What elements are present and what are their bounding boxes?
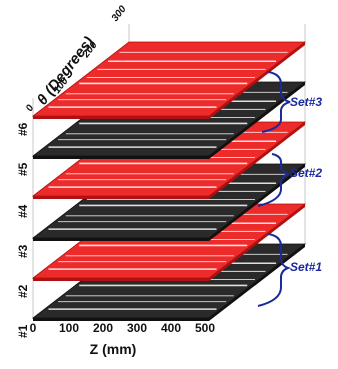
set1-label: Set#1 bbox=[290, 260, 322, 274]
layer-4-side-edge bbox=[209, 122, 305, 199]
z-axis: 0 100 200 300 400 500 Z (mm) bbox=[30, 321, 216, 357]
layer-label-6: #6 bbox=[16, 122, 30, 136]
set2-bracket bbox=[257, 153, 292, 207]
z-tick-100: 100 bbox=[59, 321, 79, 335]
layer-labels: #1 #2 #3 #4 #5 #6 bbox=[16, 122, 30, 338]
layer-6-front-edge bbox=[33, 116, 209, 119]
layer-5-front-edge bbox=[33, 156, 209, 159]
set1-bracket bbox=[257, 233, 292, 307]
set2-label: Set#2 bbox=[290, 166, 322, 180]
layer-label-5: #5 bbox=[16, 162, 30, 176]
layer-1-front-edge bbox=[33, 318, 209, 321]
layer-6-side-edge bbox=[209, 42, 305, 119]
z-tick-500: 500 bbox=[195, 321, 215, 335]
layer-2-side-edge bbox=[209, 204, 305, 281]
layer-label-2: #2 bbox=[16, 284, 30, 298]
set3-label: Set#3 bbox=[290, 95, 322, 109]
z-tick-400: 400 bbox=[161, 321, 181, 335]
layer-5-side-edge bbox=[209, 82, 305, 159]
theta-tick-300: 300 bbox=[110, 4, 129, 24]
layer-3-front-edge bbox=[33, 238, 209, 241]
z-tick-200: 200 bbox=[93, 321, 113, 335]
z-axis-label: Z (mm) bbox=[90, 341, 137, 357]
layer-label-3: #3 bbox=[16, 244, 30, 258]
layer-label-4: #4 bbox=[16, 204, 30, 218]
layer-6 bbox=[31, 41, 307, 119]
layer-4-front-edge bbox=[33, 196, 209, 199]
layer-2-front-edge bbox=[33, 278, 209, 281]
layer-stack bbox=[31, 41, 307, 321]
layer-label-1: #1 bbox=[16, 324, 30, 338]
set-brackets: Set#3 Set#2 Set#1 bbox=[257, 71, 322, 307]
theta-tick-0: 0 bbox=[24, 103, 37, 114]
z-tick-0: 0 bbox=[30, 321, 37, 335]
set3-bracket bbox=[261, 71, 291, 133]
z-tick-300: 300 bbox=[127, 321, 147, 335]
